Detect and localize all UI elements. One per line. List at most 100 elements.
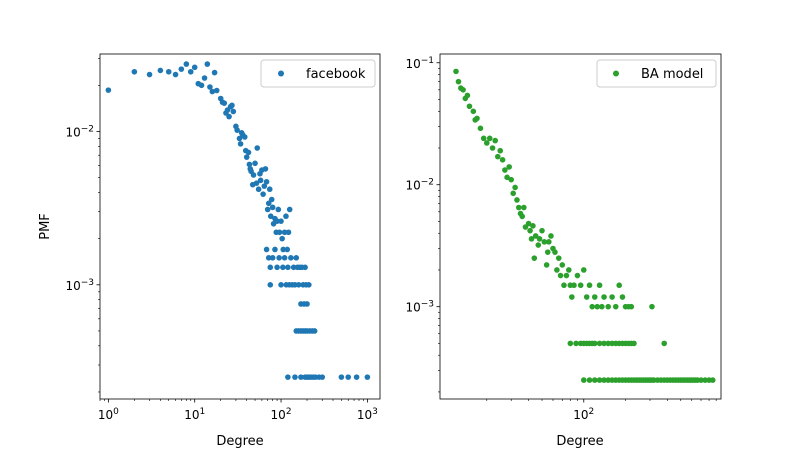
data-point xyxy=(221,100,228,106)
data-point xyxy=(569,294,575,300)
data-point xyxy=(263,178,270,185)
data-point xyxy=(548,233,554,239)
data-point xyxy=(470,108,477,115)
data-point xyxy=(499,157,506,163)
y-tick-label: 10−2 xyxy=(405,178,434,193)
data-point xyxy=(253,180,260,186)
data-point xyxy=(563,272,570,279)
data-point xyxy=(267,264,274,271)
data-point xyxy=(554,267,560,273)
left-x-axis-label: Degree xyxy=(216,434,263,449)
data-point xyxy=(245,149,252,156)
data-point xyxy=(530,223,536,229)
x-tick-label: 103 xyxy=(357,407,378,422)
data-point xyxy=(146,71,153,78)
data-point xyxy=(546,239,552,245)
data-point xyxy=(131,68,138,75)
data-point xyxy=(267,213,274,220)
data-point xyxy=(311,328,318,334)
data-point xyxy=(698,377,704,383)
right-ticks: 102 10−3 10−2 10−1 xyxy=(405,56,717,422)
data-point xyxy=(580,377,587,383)
data-point xyxy=(571,282,577,289)
facebook-legend-marker xyxy=(278,70,284,77)
data-point xyxy=(257,177,264,184)
data-point xyxy=(541,239,548,245)
data-point xyxy=(566,267,572,273)
data-point xyxy=(213,87,220,94)
data-point xyxy=(191,64,198,71)
data-point xyxy=(536,236,543,242)
data-point xyxy=(573,340,579,347)
data-point xyxy=(567,340,574,347)
left-scatter-plot: 100 101 102 103 10−3 10−2 Degree PMF facebook xyxy=(38,53,381,449)
data-point xyxy=(532,233,539,239)
data-point xyxy=(702,377,708,383)
data-point xyxy=(292,374,298,380)
data-point xyxy=(274,264,280,271)
left-plot-frame xyxy=(99,53,381,400)
right-legend: BA model xyxy=(596,59,717,88)
data-point xyxy=(284,246,291,253)
data-point xyxy=(165,68,172,75)
left-ticks: 100 101 102 103 10−3 10−2 xyxy=(65,57,378,422)
data-point xyxy=(504,174,510,181)
x-tick-label: 101 xyxy=(184,407,205,422)
data-point xyxy=(267,282,274,288)
data-point xyxy=(596,377,603,383)
data-point xyxy=(561,282,567,289)
data-point xyxy=(577,282,584,289)
data-point xyxy=(591,377,598,383)
data-point xyxy=(178,66,185,72)
data-point xyxy=(293,254,300,261)
data-point xyxy=(527,227,533,234)
data-point xyxy=(580,267,587,273)
left-plot-area xyxy=(100,54,380,399)
data-point xyxy=(489,145,496,151)
data-point xyxy=(276,254,282,261)
data-point xyxy=(601,294,607,300)
data-point xyxy=(198,82,205,89)
data-point xyxy=(506,164,512,170)
data-point xyxy=(601,340,607,347)
data-point xyxy=(464,92,471,99)
data-point xyxy=(543,262,550,268)
data-point xyxy=(512,184,518,191)
data-point xyxy=(304,301,310,307)
data-point xyxy=(281,254,288,261)
data-point xyxy=(262,166,269,172)
data-point xyxy=(254,145,261,151)
data-point xyxy=(261,183,268,189)
data-point xyxy=(589,303,595,310)
data-point xyxy=(586,282,593,289)
data-point xyxy=(583,294,590,300)
right-legend-box xyxy=(596,59,717,88)
data-point xyxy=(246,161,253,168)
data-point xyxy=(609,294,615,300)
data-point xyxy=(477,125,484,132)
x-tick-label: 102 xyxy=(271,407,292,422)
data-point xyxy=(631,340,637,347)
data-point xyxy=(605,377,612,383)
data-point xyxy=(226,113,232,120)
data-point xyxy=(455,78,462,85)
left-legend-box xyxy=(260,59,376,88)
left-facebook-points xyxy=(105,61,371,380)
right-ba-model-points xyxy=(453,68,716,383)
data-point xyxy=(515,204,522,211)
x-tick-label: 100 xyxy=(98,407,119,422)
data-point xyxy=(265,200,272,207)
data-point xyxy=(486,135,493,142)
data-point xyxy=(483,140,490,146)
data-point xyxy=(492,137,499,144)
data-point xyxy=(229,102,235,109)
data-point xyxy=(508,176,515,183)
data-point xyxy=(286,206,293,213)
data-point xyxy=(269,254,276,261)
data-point xyxy=(605,340,612,347)
data-point xyxy=(298,374,304,380)
data-point xyxy=(255,186,262,193)
y-tick-label: 10−3 xyxy=(65,278,94,293)
data-point xyxy=(285,264,291,271)
